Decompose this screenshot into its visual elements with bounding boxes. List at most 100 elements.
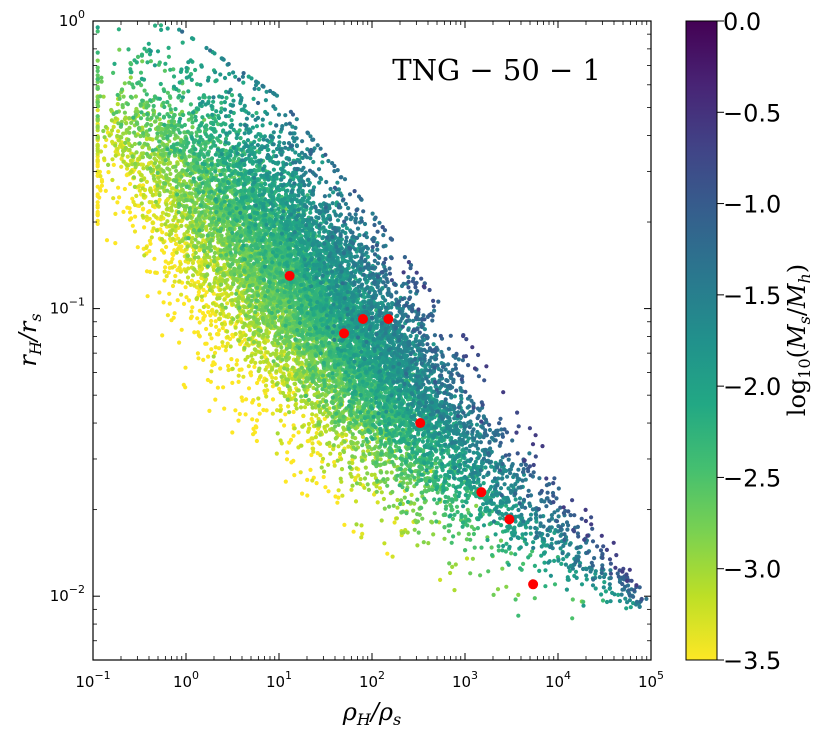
scatter-point [214,309,219,314]
scatter-point [203,274,208,279]
scatter-point [330,401,335,406]
scatter-point [226,367,231,373]
scatter-point [208,313,213,318]
scatter-point [287,310,292,315]
scatter-point [207,287,212,292]
scatter-point [172,279,177,284]
scatter-point [360,443,365,448]
scatter-point [233,325,238,330]
scatter-point [189,198,194,203]
scatter-point [338,396,343,401]
scatter-point [214,324,219,329]
scatter-point [273,334,278,339]
scatter-point [357,429,362,434]
scatter-point [209,336,214,341]
scatter-point [173,164,178,169]
scatter-point [330,414,335,419]
scatter-point [187,191,192,196]
scatter-point [255,380,260,386]
scatter-point [151,204,156,209]
scatter-point [394,477,399,482]
scatter-point [426,541,431,546]
scatter-point [509,551,514,556]
scatter-point [273,352,278,357]
scatter-point [199,298,205,303]
scatter-point [190,125,195,130]
scatter-point [147,216,152,221]
scatter-point [432,511,437,516]
scatter-point [127,130,132,135]
scatter-point [188,282,193,287]
scatter-point [230,257,236,262]
scatter-point [182,130,187,135]
scatter-point [287,410,292,415]
scatter-point [161,153,166,158]
scatter-point [133,94,138,99]
scatter-point [209,318,214,324]
scatter-point [190,223,195,228]
scatter-point [170,283,176,289]
scatter-point [291,458,296,463]
scatter-point [251,315,256,320]
scatter-point [286,404,291,409]
scatter-point [144,245,149,250]
scatter-point [129,216,134,221]
scatter-point [299,365,304,370]
scatter-point [342,439,347,444]
scatter-point [231,282,236,287]
scatter-point [504,584,509,589]
scatter-point [215,268,220,273]
scatter-point [173,224,178,229]
scatter-point [228,286,233,291]
scatter-point [326,462,331,467]
scatter-point [190,260,196,266]
scatter-point [186,266,191,271]
scatter-point [264,408,269,413]
scatter-point [252,364,257,369]
scatter-point [184,197,189,203]
scatter-point [204,341,209,346]
scatter-point [139,178,144,183]
scatter-point [256,333,261,338]
scatter-point [250,288,255,293]
scatter-point [168,171,173,176]
scatter-point [113,143,118,148]
scatter-point [196,333,201,338]
scatter-point [238,335,243,340]
scatter-point [249,353,254,358]
scatter-point [95,194,100,199]
scatter-point [280,357,285,362]
scatter-point [217,328,222,333]
scatter-point [224,314,229,319]
scatter-point [132,202,138,208]
scatter-point [415,497,420,502]
scatter-point [310,412,315,417]
scatter-point [350,454,355,459]
scatter-point [221,219,226,224]
scatter-point [243,412,248,417]
scatter-point [196,290,201,295]
scatter-point [256,368,261,374]
scatter-point [117,96,122,101]
scatter-point [323,429,329,434]
scatter-point [348,471,353,476]
scatter-point [184,269,189,274]
scatter-point [333,494,338,499]
scatter-point [372,472,377,477]
scatter-point [204,326,209,332]
scatter-point [164,244,169,250]
scatter-point [348,421,353,426]
scatter-point [387,504,392,509]
scatter-point [335,458,340,463]
scatter-point [402,495,407,500]
scatter-point [223,278,228,283]
scatter-point [137,141,142,146]
scatter-point [189,314,194,319]
scatter-point [354,522,359,527]
scatter-point [285,352,290,357]
scatter-point [310,441,315,446]
scatter-point [157,144,162,149]
scatter-point [164,212,169,217]
scatter-point [278,438,283,443]
scatter-point [113,153,118,158]
